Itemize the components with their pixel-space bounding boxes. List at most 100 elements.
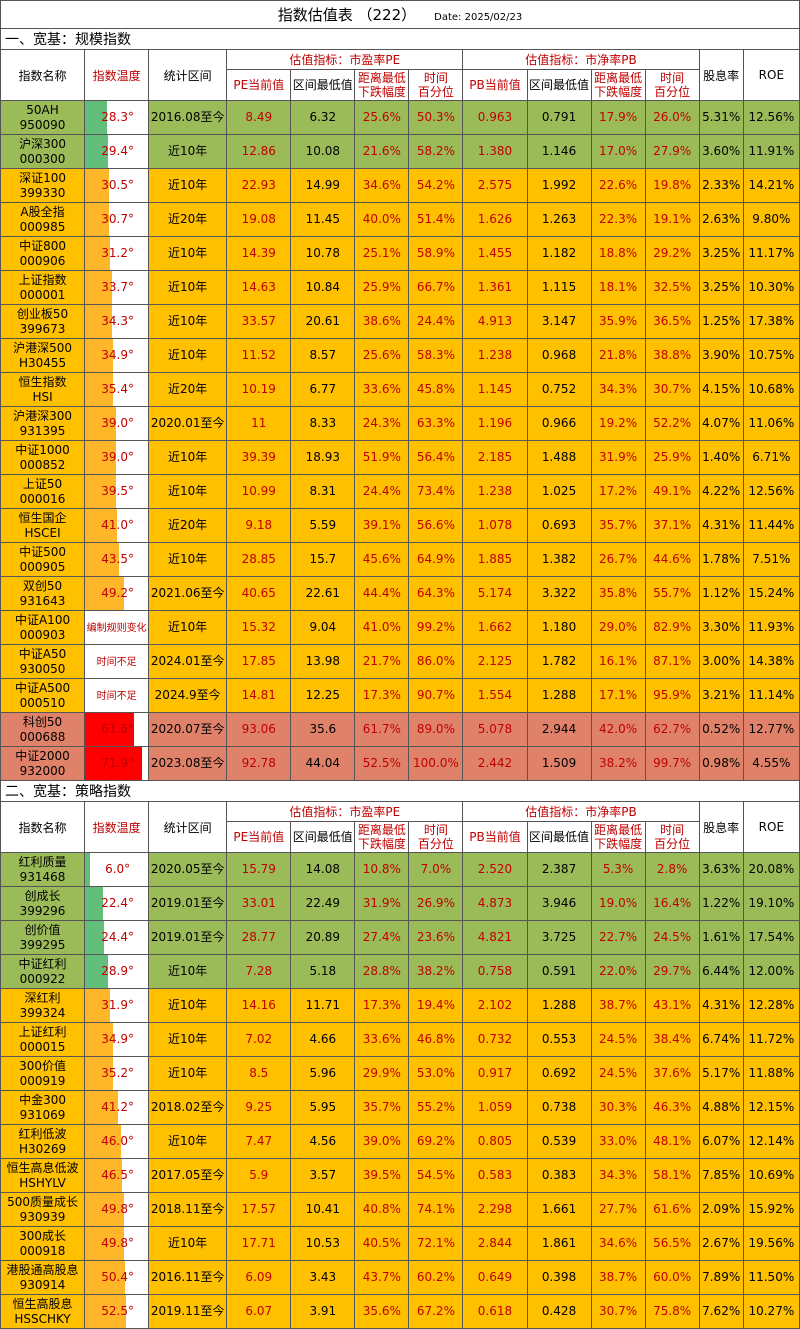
pe-drop: 35.7% [354, 1090, 410, 1125]
dividend-yield: 2.67% [698, 1226, 744, 1261]
table-row: 港股通高股息 930914 50.4° 2016.11至今 6.09 3.43 43.7% 6… [0, 1260, 800, 1295]
pe-percentile: 23.6% [408, 920, 464, 955]
pb-current: 2.298 [462, 1192, 528, 1227]
index-code: 000852 [19, 457, 66, 472]
pe-current: 39.39 [226, 440, 292, 475]
temperature-cell: 30.5° [84, 168, 150, 203]
index-name-text: 科创50 [22, 714, 63, 729]
pb-min: 1.146 [526, 134, 592, 169]
table-row: 恒生国企 HSCEI 41.0° 近20年 9.18 5.59 39.1% 56.6% 1.07… [0, 508, 800, 543]
pb-min: 1.288 [526, 678, 592, 713]
index-name-text: 深红利 [24, 990, 61, 1005]
temperature-value: 71.9° [101, 756, 134, 770]
pb-percentile: 62.7% [644, 712, 700, 747]
dividend-yield: 4.31% [698, 988, 744, 1023]
temperature-bar [85, 1227, 125, 1260]
index-code: 399330 [19, 185, 66, 200]
stat-range: 2019.01至今 [148, 920, 228, 955]
pe-min: 8.31 [290, 474, 356, 509]
index-name-text: 500质量成长 [7, 1194, 78, 1209]
pe-drop: 52.5% [354, 746, 410, 781]
pe-drop: 27.4% [354, 920, 410, 955]
roe: 6.71% [742, 440, 800, 475]
pe-percentile: 63.3% [408, 406, 464, 441]
pb-percentile: 99.7% [644, 746, 700, 781]
index-name-text: 深证100 [19, 170, 66, 185]
pb-current: 0.583 [462, 1158, 528, 1193]
index-code: 000918 [19, 1243, 66, 1258]
pe-min: 4.66 [290, 1022, 356, 1057]
pb-drop: 24.5% [590, 1022, 646, 1057]
dividend-yield: 2.09% [698, 1192, 744, 1227]
dividend-yield: 5.17% [698, 1056, 744, 1091]
pb-current: 4.873 [462, 886, 528, 921]
pb-drop: 22.6% [590, 168, 646, 203]
index-code: 000510 [19, 695, 66, 710]
index-name-text: 中证A500 [14, 680, 71, 695]
temperature-value: 30.7° [101, 212, 134, 226]
table-row: 沪深300 000300 29.4° 近10年 12.86 10.08 21.6% 58.2%… [0, 134, 800, 169]
header-temp: 指数温度 [84, 801, 150, 853]
roe: 10.30% [742, 270, 800, 305]
pb-current: 2.520 [462, 852, 528, 887]
dividend-yield: 4.15% [698, 372, 744, 407]
pb-min: 0.752 [526, 372, 592, 407]
index-code: 932000 [19, 763, 66, 778]
header-range: 统计区间 [148, 49, 228, 101]
index-name-text: 恒生高息低波 [6, 1160, 79, 1175]
pb-drop: 30.3% [590, 1090, 646, 1125]
pb-min: 0.693 [526, 508, 592, 543]
roe: 12.15% [742, 1090, 800, 1125]
temperature-cell: 29.4° [84, 134, 150, 169]
dividend-yield: 4.31% [698, 508, 744, 543]
temperature-bar [85, 1193, 125, 1226]
index-name: 深证100 399330 [0, 168, 86, 203]
pb-drop: 38.7% [590, 1260, 646, 1295]
header-pe-current: PE当前值 [226, 69, 292, 101]
pb-current: 5.174 [462, 576, 528, 611]
table-row: 创成长 399296 22.4° 2019.01至今 33.01 22.49 31.9% 26… [0, 886, 800, 921]
temperature-value: 33.7° [101, 280, 134, 294]
roe: 10.75% [742, 338, 800, 373]
pb-current: 0.917 [462, 1056, 528, 1091]
pb-min: 0.738 [526, 1090, 592, 1125]
pe-min: 5.59 [290, 508, 356, 543]
pb-current: 0.805 [462, 1124, 528, 1159]
pe-current: 6.07 [226, 1294, 292, 1329]
pe-drop: 17.3% [354, 678, 410, 713]
pb-percentile: 38.8% [644, 338, 700, 373]
table-row: 300价值 000919 35.2° 近10年 8.5 5.96 29.9% 53.0% 0.9… [0, 1056, 800, 1091]
index-name: 港股通高股息 930914 [0, 1260, 86, 1295]
index-name-text: 上证红利 [18, 1024, 67, 1039]
table-row: 中证A100 000903 编制规则变化 近10年 15.32 9.04 41.0% 99.2… [0, 610, 800, 645]
pb-min: 0.591 [526, 954, 592, 989]
temperature-cell: 41.0° [84, 508, 150, 543]
table-row: 上证50 000016 39.5° 近10年 10.99 8.31 24.4% 73.4% 1.… [0, 474, 800, 509]
table-row: 上证指数 000001 33.7° 近10年 14.63 10.84 25.9% 66.7% 1… [0, 270, 800, 305]
temperature-cell: 时间不足 [84, 644, 150, 679]
pe-min: 12.25 [290, 678, 356, 713]
pe-percentile: 51.4% [408, 202, 464, 237]
temperature-value: 43.5° [101, 552, 134, 566]
pe-percentile: 89.0% [408, 712, 464, 747]
table-row: 中证800 000906 31.2° 近10年 14.39 10.78 25.1% 58.9%… [0, 236, 800, 271]
temperature-bar [85, 509, 118, 542]
pe-percentile: 67.2% [408, 1294, 464, 1329]
temperature-cell: 41.2° [84, 1090, 150, 1125]
temperature-bar [85, 373, 113, 406]
header-pe-pct: 时间 百分位 [408, 821, 464, 853]
index-name: 500质量成长 930939 [0, 1192, 86, 1227]
pb-drop: 17.0% [590, 134, 646, 169]
pb-percentile: 44.6% [644, 542, 700, 577]
index-name: 恒生指数 HSI [0, 372, 86, 407]
table-row: 深证100 399330 30.5° 近10年 22.93 14.99 34.6% 54.2%… [0, 168, 800, 203]
dividend-yield: 3.00% [698, 644, 744, 679]
temperature-bar [85, 271, 112, 304]
table-row: 红利质量 931468 6.0° 2020.05至今 15.79 14.08 10.8% 7.… [0, 852, 800, 887]
table-row: 中证500 000905 43.5° 近10年 28.85 15.7 45.6% 64.9% 1… [0, 542, 800, 577]
pe-drop: 61.7% [354, 712, 410, 747]
pb-percentile: 25.9% [644, 440, 700, 475]
dividend-yield: 4.88% [698, 1090, 744, 1125]
pe-percentile: 53.0% [408, 1056, 464, 1091]
